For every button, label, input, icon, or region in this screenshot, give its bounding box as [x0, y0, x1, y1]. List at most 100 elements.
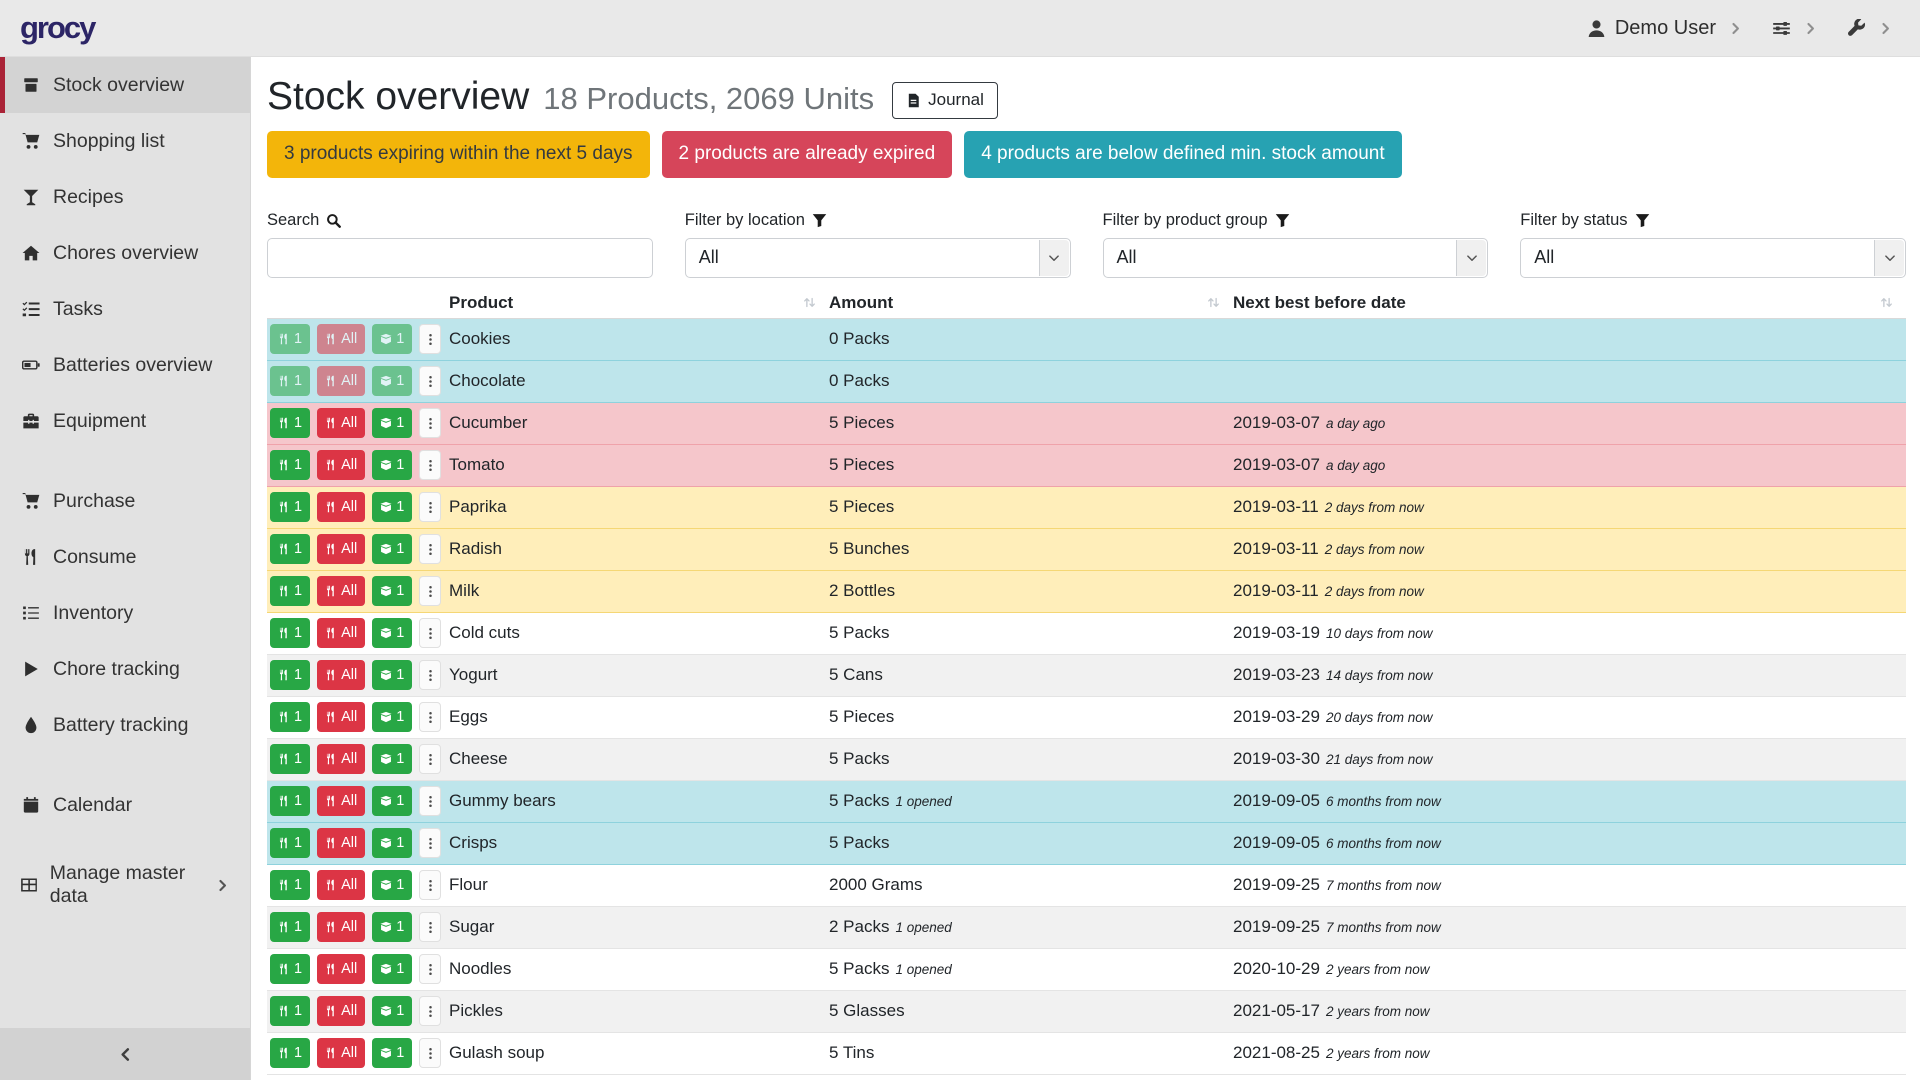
row-menu-button[interactable] [419, 954, 442, 985]
consume-all-button[interactable]: All [317, 786, 366, 817]
open-one-button[interactable]: 1 [372, 786, 413, 817]
open-one-button[interactable]: 1 [372, 744, 413, 775]
sidebar-item-stock-overview[interactable]: Stock overview [0, 57, 250, 113]
consume-one-button[interactable]: 1 [270, 870, 311, 901]
row-menu-button[interactable] [419, 912, 442, 943]
consume-one-button[interactable]: 1 [270, 576, 311, 607]
consume-one-button[interactable]: 1 [270, 744, 311, 775]
sort-icon[interactable] [802, 295, 817, 310]
consume-one-button[interactable]: 1 [270, 534, 311, 565]
row-menu-button[interactable] [419, 324, 442, 355]
row-menu-button[interactable] [419, 744, 442, 775]
open-one-button[interactable]: 1 [372, 912, 413, 943]
consume-all-button[interactable]: All [317, 618, 366, 649]
open-one-button[interactable]: 1 [372, 870, 413, 901]
column-header-amount[interactable]: Amount [829, 293, 1233, 313]
location-filter-select[interactable]: All [684, 237, 1071, 278]
row-menu-button[interactable] [419, 618, 442, 649]
row-menu-button[interactable] [419, 366, 442, 397]
open-one-button[interactable]: 1 [372, 660, 413, 691]
product-group-filter-select[interactable]: All [1102, 237, 1489, 278]
sidebar-item-chore-tracking[interactable]: Chore tracking [0, 641, 250, 697]
row-menu-button[interactable] [419, 702, 442, 733]
best-before-cell: 2019-03-07 a day ago [1233, 455, 1906, 475]
admin-menu[interactable] [1847, 18, 1892, 38]
row-menu-button[interactable] [419, 828, 442, 859]
status-badge-0[interactable]: 3 products expiring within the next 5 da… [267, 130, 650, 178]
open-one-button[interactable]: 1 [372, 1038, 413, 1069]
consume-one-button[interactable]: 1 [270, 912, 311, 943]
open-one-button[interactable]: 1 [372, 996, 413, 1027]
consume-all-button[interactable]: All [317, 870, 366, 901]
sidebar-collapse-button[interactable] [0, 1028, 250, 1080]
consume-one-button[interactable]: 1 [270, 450, 311, 481]
status-filter-select[interactable]: All [1520, 237, 1906, 278]
consume-one-button[interactable]: 1 [270, 660, 311, 691]
sidebar-item-chores-overview[interactable]: Chores overview [0, 225, 250, 281]
sidebar-item-batteries-overview[interactable]: Batteries overview [0, 337, 250, 393]
status-badge-1[interactable]: 2 products are already expired [661, 130, 953, 178]
row-menu-button[interactable] [419, 870, 442, 901]
open-one-button[interactable]: 1 [372, 450, 413, 481]
consume-one-button[interactable]: 1 [270, 408, 311, 439]
app-logo[interactable]: grocy [20, 10, 96, 45]
consume-all-button[interactable]: All [317, 996, 366, 1027]
row-menu-button[interactable] [419, 996, 442, 1027]
sidebar-item-battery-tracking[interactable]: Battery tracking [0, 697, 250, 753]
consume-all-button[interactable]: All [317, 1038, 366, 1069]
consume-all-button[interactable]: All [317, 828, 366, 859]
sidebar-item-purchase[interactable]: Purchase [0, 473, 250, 529]
row-menu-button[interactable] [419, 1038, 442, 1069]
consume-one-button[interactable]: 1 [270, 618, 311, 649]
row-menu-button[interactable] [419, 534, 442, 565]
consume-all-button[interactable]: All [317, 954, 366, 985]
open-one-button[interactable]: 1 [372, 534, 413, 565]
open-one-button[interactable]: 1 [372, 702, 413, 733]
open-one-button[interactable]: 1 [372, 618, 413, 649]
journal-button[interactable]: Journal [892, 81, 998, 119]
consume-all-button[interactable]: All [317, 912, 366, 943]
consume-one-button[interactable]: 1 [270, 828, 311, 859]
row-menu-button[interactable] [419, 450, 442, 481]
open-one-button[interactable]: 1 [372, 954, 413, 985]
sort-icon[interactable] [1879, 295, 1894, 310]
sidebar-item-consume[interactable]: Consume [0, 529, 250, 585]
consume-one-button[interactable]: 1 [270, 492, 311, 523]
consume-all-button[interactable]: All [317, 660, 366, 691]
open-one-button[interactable]: 1 [372, 576, 413, 607]
consume-one-button[interactable]: 1 [270, 954, 311, 985]
row-menu-button[interactable] [419, 660, 442, 691]
consume-all-button[interactable]: All [317, 744, 366, 775]
consume-one-button[interactable]: 1 [270, 1038, 311, 1069]
column-header-next-best-before-date[interactable]: Next best before date [1233, 293, 1906, 313]
search-input[interactable] [267, 237, 653, 278]
consume-all-button[interactable]: All [317, 408, 366, 439]
consume-all-button[interactable]: All [317, 702, 366, 733]
row-menu-button[interactable] [419, 576, 442, 607]
sidebar-item-shopping-list[interactable]: Shopping list [0, 113, 250, 169]
open-one-button[interactable]: 1 [372, 408, 413, 439]
open-one-button[interactable]: 1 [372, 492, 413, 523]
user-menu[interactable]: Demo User [1587, 17, 1742, 40]
consume-all-button[interactable]: All [317, 492, 366, 523]
sidebar-item-equipment[interactable]: Equipment [0, 393, 250, 449]
sidebar-item-recipes[interactable]: Recipes [0, 169, 250, 225]
consume-one-button[interactable]: 1 [270, 702, 311, 733]
row-menu-button[interactable] [419, 492, 442, 523]
sidebar-item-tasks[interactable]: Tasks [0, 281, 250, 337]
settings-menu[interactable] [1772, 19, 1817, 38]
consume-all-button[interactable]: All [317, 576, 366, 607]
sidebar-item-inventory[interactable]: Inventory [0, 585, 250, 641]
consume-one-button[interactable]: 1 [270, 786, 311, 817]
column-header-product[interactable]: Product [449, 293, 829, 313]
row-menu-button[interactable] [419, 408, 442, 439]
sort-icon[interactable] [1206, 295, 1221, 310]
sidebar-item-calendar[interactable]: Calendar [0, 777, 250, 833]
status-badge-2[interactable]: 4 products are below defined min. stock … [964, 130, 1402, 178]
open-one-button[interactable]: 1 [372, 828, 413, 859]
row-menu-button[interactable] [419, 786, 442, 817]
sidebar-item-manage-master-data[interactable]: Manage master data [0, 857, 250, 913]
consume-all-button[interactable]: All [317, 534, 366, 565]
consume-one-button[interactable]: 1 [270, 996, 311, 1027]
consume-all-button[interactable]: All [317, 450, 366, 481]
